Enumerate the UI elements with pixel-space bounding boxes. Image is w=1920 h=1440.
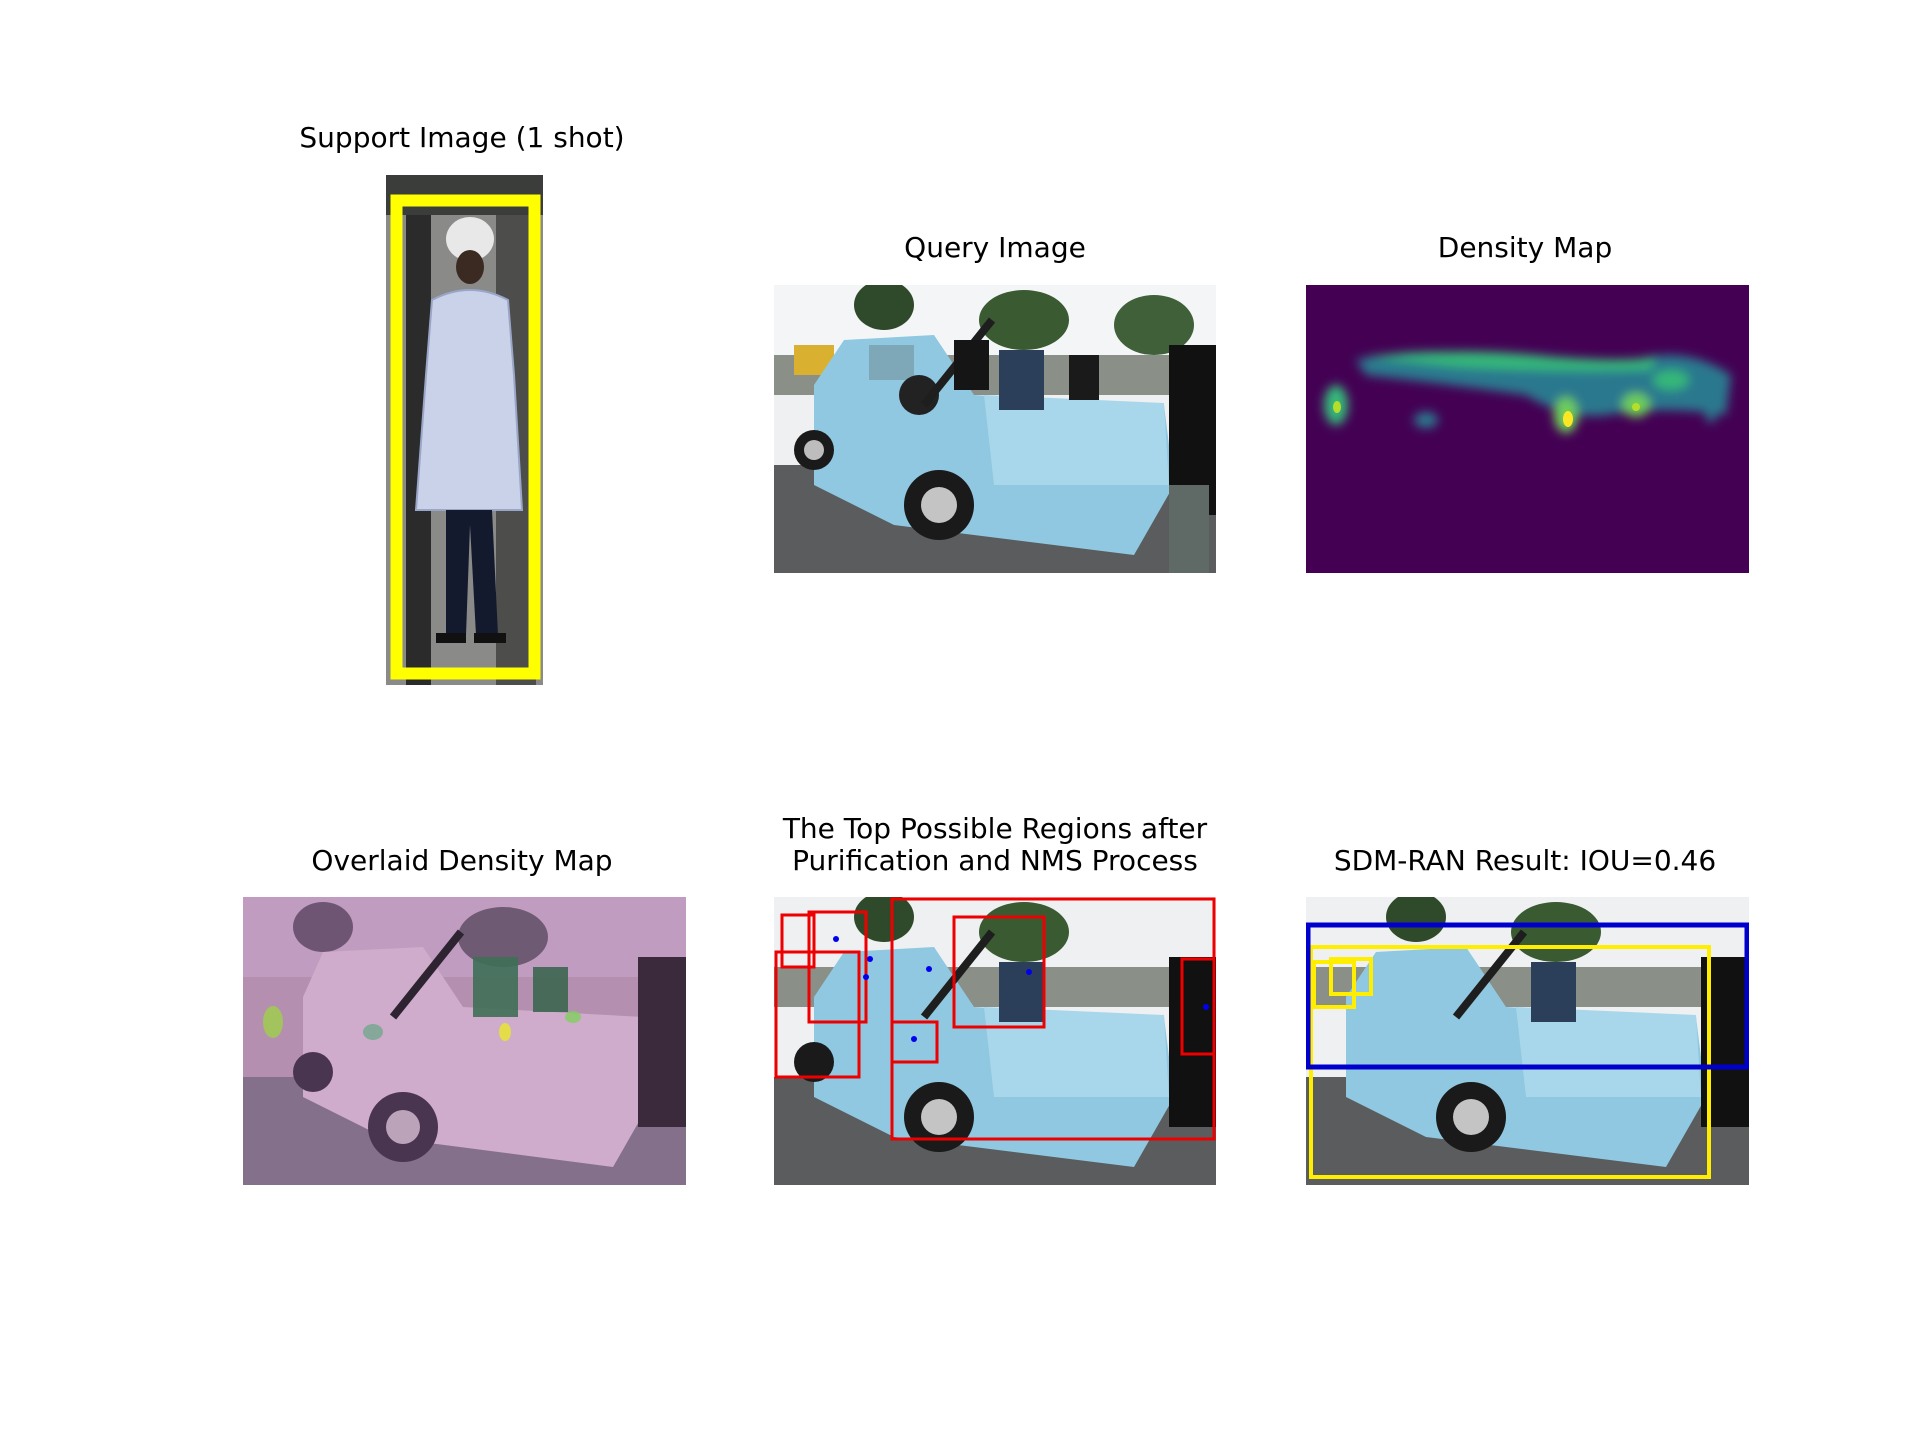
density-map-title: Density Map — [1437, 231, 1613, 264]
region-centers — [833, 936, 1209, 1042]
person-hat — [446, 217, 494, 261]
region-box — [952, 915, 1046, 1029]
overlaid-density-map-title: Overlaid Density Map — [311, 844, 613, 877]
support-image — [386, 175, 543, 685]
region-box — [774, 950, 861, 1079]
regions-title-line-1: The Top Possible Regions after — [782, 812, 1208, 845]
region-box — [780, 913, 816, 969]
ground-truth-boxes — [1309, 945, 1711, 1179]
person-coat — [414, 289, 524, 511]
gt-box — [1329, 957, 1373, 996]
overlaid-density-map — [243, 897, 686, 1185]
query-image — [774, 285, 1216, 573]
person-legs — [446, 510, 498, 635]
candidate-region-boxes — [774, 897, 1216, 1141]
density-blobs — [1324, 351, 1731, 433]
region-box — [1180, 957, 1216, 1056]
result-image — [1306, 897, 1749, 1185]
regions-title-line-2: Purification and NMS Process — [792, 844, 1198, 877]
density-map — [1306, 285, 1749, 573]
result-title: SDM-RAN Result: IOU=0.46 — [1333, 844, 1717, 877]
gt-box — [1309, 945, 1711, 1179]
gt-box — [1312, 960, 1356, 1009]
region-box — [807, 910, 868, 1024]
regions-image — [774, 897, 1216, 1185]
support-image-title: Support Image (1 shot) — [299, 121, 625, 154]
person-face — [456, 250, 484, 284]
query-image-title: Query Image — [904, 231, 1086, 264]
support-bounding-box — [390, 194, 541, 680]
predicted-box — [1306, 922, 1749, 1070]
truck-photo — [774, 285, 1216, 573]
